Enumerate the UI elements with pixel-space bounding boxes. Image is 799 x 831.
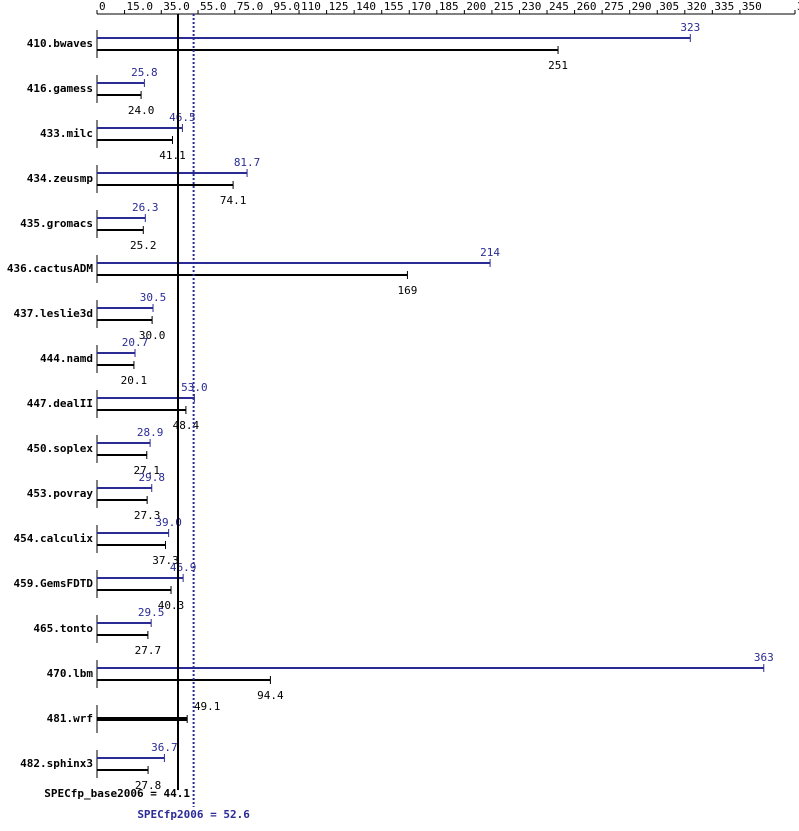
value-label: 27.3 — [134, 509, 161, 522]
x-tick-label: 260 — [577, 0, 597, 13]
x-tick-label: 125 — [329, 0, 349, 13]
category-label: 433.milc — [40, 127, 93, 140]
value-label: 27.8 — [135, 779, 162, 792]
x-tick-label: 75.0 — [237, 0, 264, 13]
category-label: 444.namd — [40, 352, 93, 365]
value-label: 363 — [754, 651, 774, 664]
value-label: 30.5 — [140, 291, 167, 304]
reference-label: SPECfp_base2006 = 44.1 — [44, 787, 190, 800]
category-label: 416.gamess — [27, 82, 93, 95]
value-label: 74.1 — [220, 194, 247, 207]
x-tick-label: 0 — [99, 0, 106, 13]
x-tick-label: 35.0 — [163, 0, 190, 13]
x-tick-label: 320 — [687, 0, 707, 13]
value-label: 41.1 — [159, 149, 186, 162]
value-label: 37.3 — [152, 554, 179, 567]
x-tick-label: 200 — [466, 0, 486, 13]
value-label: 81.7 — [234, 156, 261, 169]
reference-label: SPECfp2006 = 52.6 — [137, 808, 250, 821]
category-label: 437.leslie3d — [14, 307, 93, 320]
value-label: 49.1 — [194, 700, 221, 713]
x-tick-label: 15.0 — [127, 0, 154, 13]
x-tick-label: 170 — [411, 0, 431, 13]
category-label: 435.gromacs — [20, 217, 93, 230]
value-label: 26.3 — [132, 201, 159, 214]
value-label: 28.9 — [137, 426, 164, 439]
category-label: 470.lbm — [47, 667, 94, 680]
value-label: 25.2 — [130, 239, 157, 252]
x-tick-label: 55.0 — [200, 0, 227, 13]
category-label: 482.sphinx3 — [20, 757, 93, 770]
x-tick-label: 140 — [356, 0, 376, 13]
value-label: 48.4 — [173, 419, 200, 432]
category-label: 481.wrf — [47, 712, 93, 725]
value-label: 323 — [680, 21, 700, 34]
category-label: 450.soplex — [27, 442, 94, 455]
x-tick-label: 95.0 — [274, 0, 301, 13]
value-label: 169 — [397, 284, 417, 297]
x-tick-label: 230 — [521, 0, 541, 13]
x-tick-label: 290 — [632, 0, 652, 13]
value-label: 29.8 — [138, 471, 165, 484]
x-tick-label: 305 — [659, 0, 679, 13]
x-tick-label: 110 — [301, 0, 321, 13]
category-label: 465.tonto — [33, 622, 93, 635]
category-label: 459.GemsFDTD — [14, 577, 94, 590]
value-label: 214 — [480, 246, 500, 259]
x-tick-label: 185 — [439, 0, 459, 13]
category-label: 454.calculix — [14, 532, 94, 545]
value-label: 27.1 — [134, 464, 161, 477]
value-label: 27.7 — [135, 644, 162, 657]
value-label: 20.7 — [122, 336, 149, 349]
value-label: 24.0 — [128, 104, 155, 117]
value-label: 36.7 — [151, 741, 178, 754]
x-tick-label: 155 — [384, 0, 404, 13]
category-label: 453.povray — [27, 487, 94, 500]
x-tick-label: 215 — [494, 0, 514, 13]
value-label: 30.0 — [139, 329, 166, 342]
x-tick-label: 380 — [797, 0, 799, 13]
x-tick-label: 335 — [714, 0, 734, 13]
x-tick-label: 275 — [604, 0, 624, 13]
x-tick-label: 350 — [742, 0, 762, 13]
value-label: 46.9 — [170, 561, 197, 574]
value-label: 94.4 — [257, 689, 284, 702]
value-label: 251 — [548, 59, 568, 72]
value-label: 46.5 — [169, 111, 196, 124]
category-label: 410.bwaves — [27, 37, 93, 50]
value-label: 20.1 — [121, 374, 148, 387]
category-label: 436.cactusADM — [7, 262, 93, 275]
category-label: 434.zeusmp — [27, 172, 94, 185]
value-label: 39.0 — [155, 516, 182, 529]
value-label: 29.5 — [138, 606, 165, 619]
category-label: 447.dealII — [27, 397, 93, 410]
x-tick-label: 245 — [549, 0, 569, 13]
value-label: 25.8 — [131, 66, 158, 79]
